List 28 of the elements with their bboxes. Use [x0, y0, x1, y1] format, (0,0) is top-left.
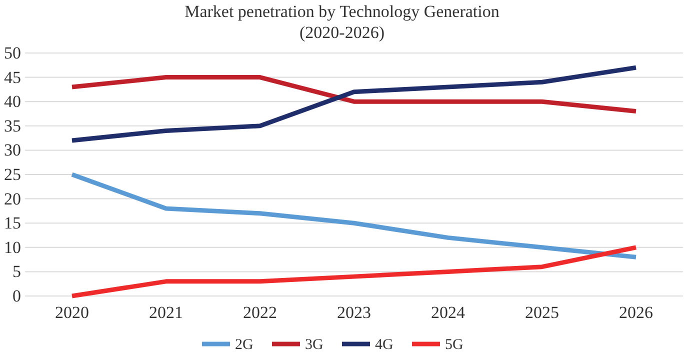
- x-tick-label: 2026: [619, 303, 653, 322]
- x-tick-label: 2024: [431, 303, 466, 322]
- line-series: [70, 65, 638, 143]
- y-tick-label: 35: [4, 116, 21, 136]
- y-tick-label: 20: [4, 189, 21, 208]
- y-tick-label: 50: [4, 43, 21, 62]
- line-series: [70, 245, 638, 298]
- x-tick-label: 2023: [337, 303, 371, 322]
- y-tick-label: 25: [4, 164, 21, 184]
- chart-subtitle: (2020-2026): [300, 23, 384, 42]
- y-tick-label: 30: [4, 140, 21, 160]
- y-tick-label: 45: [4, 68, 21, 87]
- x-tick-label: 2021: [149, 303, 183, 322]
- x-tick-label: 2022: [243, 303, 277, 322]
- y-tick-label: 0: [12, 286, 21, 306]
- legend-label: 3G: [305, 337, 324, 353]
- chart-title: Market penetration by Technology Generation: [184, 2, 500, 21]
- legend-label: 5G: [445, 337, 464, 353]
- line-series: [70, 172, 638, 260]
- legend-label: 4G: [375, 337, 394, 353]
- line-series: [70, 75, 638, 114]
- x-tick-label: 2025: [525, 303, 559, 322]
- x-tick-label: 2020: [55, 303, 89, 322]
- y-tick-label: 10: [4, 238, 21, 257]
- y-tick-label: 40: [4, 92, 21, 112]
- y-tick-label: 5: [12, 262, 21, 282]
- legend-label: 2G: [235, 337, 254, 353]
- y-tick-label: 15: [4, 214, 21, 233]
